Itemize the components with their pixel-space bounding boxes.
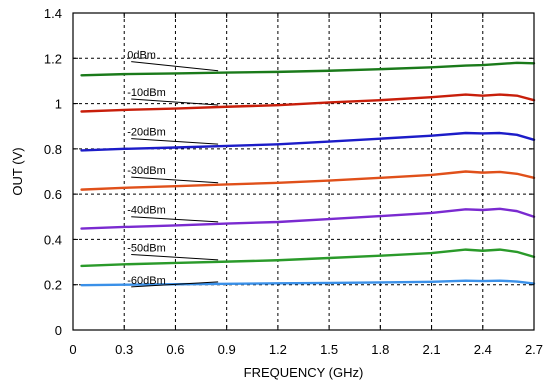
series-annotation-leader [131,61,219,72]
series-annotation-label: 0dBm [127,50,156,62]
series-annotation-leader [131,281,219,288]
x-tick-label: 1.8 [371,342,389,357]
series-annotation-leader [131,138,219,145]
y-axis-title: OUT (V) [10,147,25,195]
series-annotation-label: -50dBm [127,243,166,255]
axis-ticks [72,12,535,331]
y-tick-label: 1.2 [44,51,62,66]
series-annotation-leader [131,254,219,261]
x-tick-label: 2.4 [474,342,492,357]
y-tick-label: 0.2 [44,278,62,293]
series-annotation-label: -40dBm [127,205,166,217]
y-tick-label: 0 [55,323,62,338]
series-annotation-label: -60dBm [127,275,166,287]
x-tick-label: 0.6 [166,342,184,357]
y-tick-label: 0.4 [44,232,62,247]
x-tick-label: 0.3 [115,342,133,357]
x-tick-label: 2.7 [525,342,543,357]
series-annotation-leader [131,176,219,184]
y-tick-label: 1.4 [44,6,62,21]
grid-lines [73,13,534,330]
series-annotation-label: -10dBm [127,87,166,99]
x-tick-label: 0.9 [218,342,236,357]
series-annotation-leader [131,216,219,223]
x-tick-label: 2.1 [423,342,441,357]
series-line [80,61,536,77]
series-annotation-label: -20dBm [127,127,166,139]
plot-frame [72,12,535,331]
x-axis-title: FREQUENCY (GHz) [244,365,364,380]
series-line [80,170,536,191]
x-tick-label: 0 [69,342,76,357]
x-tick-label: 1.2 [269,342,287,357]
series-annotation-leader [131,98,219,106]
x-tick-labels: 0 0.3 0.6 0.9 1.2 1.5 1.8 2.1 2.4 2.7 [69,342,543,357]
series-annotation-label: -30dBm [127,165,166,177]
series-line [80,93,536,113]
x-tick-label: 1.5 [320,342,338,357]
y-tick-label: 0.8 [44,142,62,157]
series-line [80,207,536,230]
y-tick-label: 1 [55,97,62,112]
series-annotations: 0dBm -10dBm -20dBm -30dBm -40dBm -50dBm -60dBm [127,50,219,288]
y-tick-labels: 0 0.2 0.4 0.6 0.8 1 1.2 1.4 [44,6,62,338]
series-line [80,248,536,268]
y-tick-label: 0.6 [44,187,62,202]
series-lines [80,61,536,287]
series-line [80,131,536,152]
